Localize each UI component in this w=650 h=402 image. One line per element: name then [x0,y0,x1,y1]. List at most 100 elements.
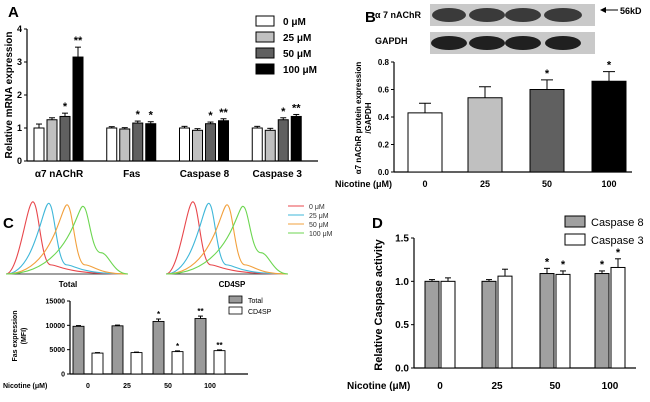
a-legend-swatch [255,63,275,75]
a-x-tick-label: α7 nAChR [35,169,84,180]
d-y-tick-label: 1.0 [395,277,409,288]
c-y-tick-label: 5000 [49,347,65,354]
a-x-tick-label: Fas [123,169,141,180]
a-significance: ** [219,107,228,119]
d-legend-label: Caspase 3 [591,235,644,247]
a-significance: * [63,101,68,113]
c-histogram-title-total: Total [59,280,78,289]
c-histogram-legend-label: 25 μM [309,213,329,220]
d-x-tick-label: 25 [491,381,503,392]
a-x-tick-label: Caspase 3 [253,169,303,180]
c-histogram-total-curve [5,205,129,275]
a-significance: ** [292,102,301,114]
d-bar [481,280,497,369]
d-bar [539,273,555,369]
d-significance: * [545,256,550,268]
c-histogram-cd4sp-curve [165,205,289,275]
c-legend-swatch [228,306,243,315]
d-y-tick-label: 0.5 [395,320,409,331]
c-bar [72,325,85,375]
a-bar [205,123,216,162]
a-legend-label: 50 μM [283,49,311,60]
a-legend-swatch [255,47,275,59]
d-y-tick-label: 0.0 [395,364,409,375]
d-legend-label: Caspase 8 [591,217,644,229]
panel-letter-d: D [372,215,383,232]
c-bar [194,318,207,375]
b-blot-gapdh-band [505,36,541,50]
a-legend-label: 0 μM [283,17,306,28]
b-blot-nachr-band [544,8,582,22]
a-legend-swatch [255,15,275,27]
a-bar [277,119,289,162]
b-bar [529,89,565,173]
d-bar [440,280,456,369]
d-x-tick-label: 100 [602,381,619,392]
c-y-label-line2: (MFI) [21,328,28,345]
b-blot-label-nachr: α 7 nAChR [375,10,422,20]
b-bar [591,80,627,173]
c-significance: * [157,310,161,319]
d-y-tick-label: 1.5 [395,234,409,245]
a-bar [264,129,276,162]
b-y-tick-label: 0.4 [378,113,390,122]
b-blot-gapdh-band [431,36,467,50]
b-x-title: Nicotine (μM) [335,179,392,189]
c-histogram-cd4sp-curve [165,202,289,275]
a-bar [119,128,131,162]
d-x-tick-label: 0 [437,381,443,392]
b-blot-nachr-band [505,8,541,22]
a-y-tick-label: 3 [17,57,22,67]
c-y-tick-label: 10000 [46,323,66,330]
b-blot-nachr-band [469,8,505,22]
a-bar [145,123,157,162]
c-y-label-line1: Fas expression [12,311,19,362]
b-y-tick-label: 0.8 [378,58,390,67]
d-x-title: Nicotine (μM) [347,381,410,392]
b-bar [467,97,503,173]
a-significance: * [149,110,154,122]
d-y-label: Relative Caspase activity [373,238,385,370]
a-significance: * [208,110,213,122]
c-histogram-total-curve [5,202,129,275]
a-y-tick-label: 1 [17,123,22,133]
a-x-tick-label: Caspase 8 [180,169,230,180]
c-significance: * [176,342,180,351]
b-y-label-line2: /GAPDH [364,102,373,133]
a-significance: * [136,109,141,121]
a-y-tick-label: 0 [17,156,22,166]
b-x-tick-label: 0 [422,179,427,189]
a-bar [251,127,263,162]
d-bar [594,273,610,369]
a-y-tick-label: 2 [17,90,22,100]
b-marker-arrowhead [600,7,606,13]
d-bar [424,280,440,369]
b-blot-gapdh-band [545,36,581,50]
d-significance: * [616,247,621,259]
a-significance: ** [74,35,83,47]
b-blot-nachr-band [432,8,466,22]
b-blot-label-gapdh: GAPDH [375,36,408,46]
a-bar [106,127,118,162]
d-x-tick-label: 50 [549,381,561,392]
b-significance: * [607,60,612,72]
a-bar [179,127,190,162]
b-x-tick-label: 100 [601,179,616,189]
c-histogram-legend-label: 0 μM [309,204,325,211]
c-bar [171,351,184,375]
c-x-title: Nicotine (μM) [3,383,47,390]
a-legend-label: 100 μM [283,65,317,76]
d-significance: * [561,259,566,271]
d-legend-swatch [564,215,586,228]
c-y-tick-label: 15000 [46,298,66,305]
c-x-tick-label: 25 [123,383,131,390]
c-legend-label: CD4SP [248,309,272,316]
a-bar [33,127,45,162]
c-significance: ** [216,341,223,350]
b-y-tick-label: 0.0 [378,168,390,177]
c-x-tick-label: 100 [204,383,216,390]
panel-letter-c: C [3,215,14,232]
panel-letter-b: B [365,9,376,26]
a-bar [72,56,84,162]
